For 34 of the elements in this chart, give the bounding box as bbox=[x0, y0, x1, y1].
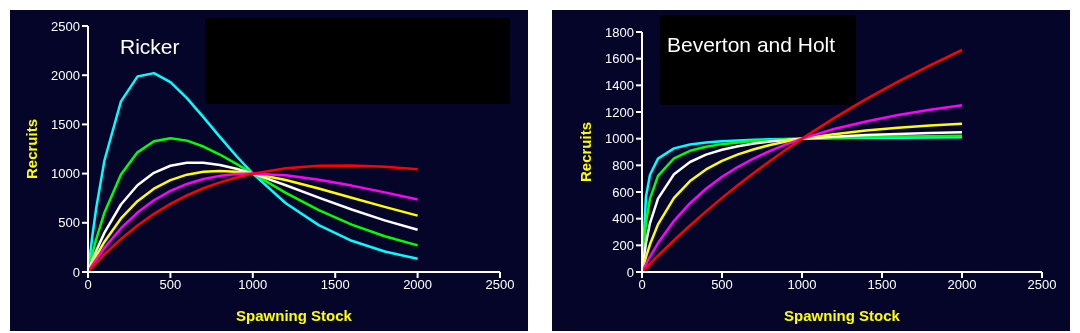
y-tick-label: 1200 bbox=[605, 104, 634, 120]
y-tick-label: 2000 bbox=[51, 67, 80, 83]
y-tick-label: 600 bbox=[612, 184, 634, 200]
x-tick-label: 500 bbox=[159, 277, 182, 293]
x-tick-label: 2500 bbox=[1027, 277, 1057, 293]
y-tick-label: 500 bbox=[58, 215, 80, 231]
y-axis-title: Recruits bbox=[23, 118, 41, 180]
y-tick-label: 1400 bbox=[605, 77, 634, 93]
x-tick-label: 500 bbox=[711, 277, 733, 293]
x-tick-label: 2000 bbox=[947, 277, 977, 293]
chart-title: Beverton and Holt bbox=[667, 33, 836, 56]
y-tick-label: 200 bbox=[612, 237, 634, 253]
y-tick-label: 1600 bbox=[605, 51, 634, 67]
x-tick-label: 1500 bbox=[320, 277, 350, 293]
y-tick-label: 0 bbox=[626, 264, 634, 280]
y-tick-label: 800 bbox=[612, 157, 634, 173]
x-axis-title: Spawning Stock bbox=[236, 307, 353, 324]
y-tick-label: 1000 bbox=[605, 131, 634, 147]
x-tick-label: 2500 bbox=[485, 277, 515, 293]
y-tick-label: 0 bbox=[72, 264, 80, 280]
y-tick-label: 1500 bbox=[51, 117, 80, 133]
x-tick-label: 1000 bbox=[787, 277, 817, 293]
x-tick-label: 1000 bbox=[238, 277, 268, 293]
y-tick-label: 2500 bbox=[51, 18, 80, 34]
x-tick-label: 2000 bbox=[403, 277, 433, 293]
x-tick-label: 0 bbox=[84, 277, 92, 293]
y-tick-label: 400 bbox=[612, 211, 634, 227]
y-axis-title: Recruits bbox=[577, 121, 595, 183]
x-axis-title: Spawning Stock bbox=[784, 307, 901, 324]
x-tick-label: 0 bbox=[638, 277, 646, 293]
y-tick-label: 1000 bbox=[51, 166, 80, 182]
chart-title: Ricker bbox=[120, 35, 180, 58]
x-tick-label: 1500 bbox=[867, 277, 897, 293]
y-tick-label: 1800 bbox=[605, 24, 634, 40]
